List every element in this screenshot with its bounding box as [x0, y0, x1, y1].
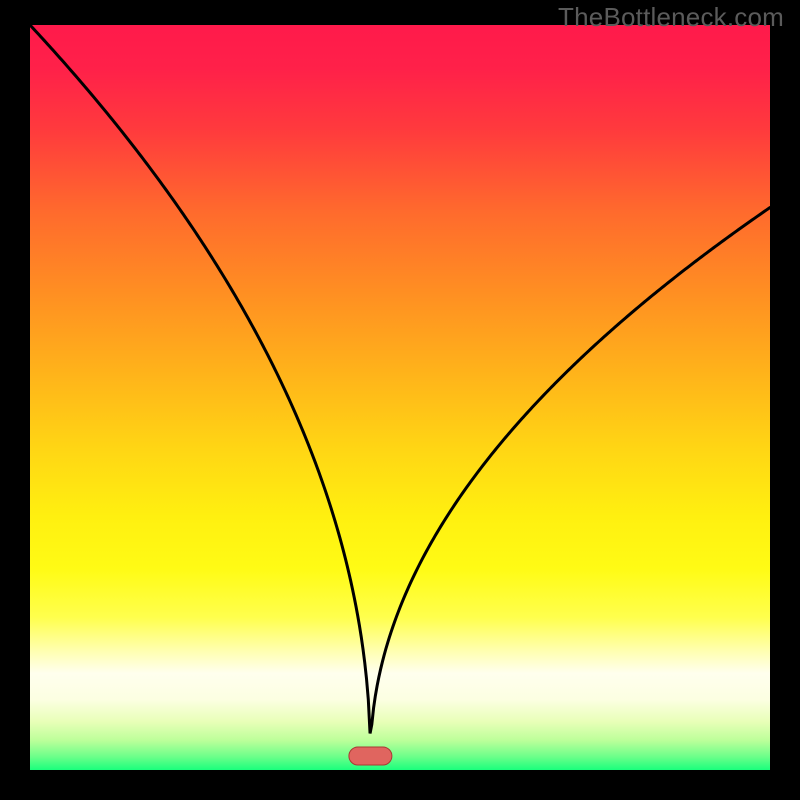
- plot-background: [30, 25, 770, 770]
- watermark-text: TheBottleneck.com: [558, 2, 784, 33]
- bottleneck-chart: [0, 0, 800, 800]
- optimum-marker: [349, 747, 392, 765]
- chart-stage: TheBottleneck.com: [0, 0, 800, 800]
